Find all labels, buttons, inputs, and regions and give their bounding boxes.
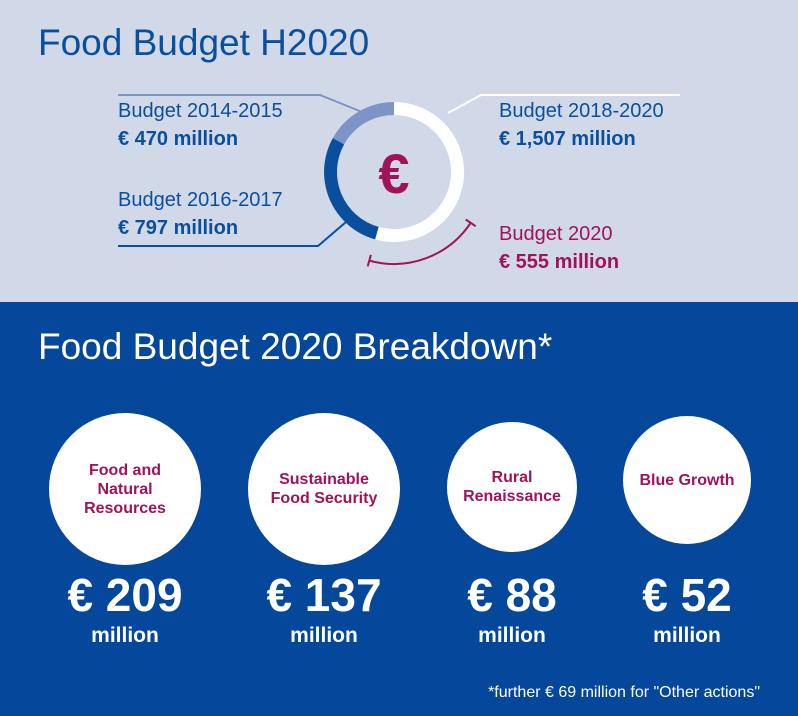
donut-segment-2018-2020 <box>375 101 465 242</box>
donut-segment-2014-2015 <box>332 102 394 145</box>
budget-2020-bracket-tick <box>366 254 372 267</box>
label-budget-2020: Budget 2020 € 555 million <box>499 220 619 276</box>
category-label: Sustainable Food Security <box>270 471 378 507</box>
category-circle-blue-growth: Blue Growth <box>623 416 751 544</box>
euro-icon: € <box>378 142 409 205</box>
category-label: Rural Renaissance <box>463 469 561 505</box>
amount-label: € 1,507 million <box>499 128 636 150</box>
footnote: *further € 69 million for "Other actions… <box>488 684 760 701</box>
label-budget-2014-2015: Budget 2014-2015 € 470 million <box>118 97 283 153</box>
breakdown-title: Food Budget 2020 Breakdown* <box>38 326 553 367</box>
category-label: Budget 2018-2020 <box>499 100 664 122</box>
value-label-food-natural-resources: € 209 <box>67 569 183 621</box>
category-label: Food and Natural Resources <box>84 461 166 517</box>
budget-2020-bracket <box>369 222 472 265</box>
amount-label: € 797 million <box>118 217 239 239</box>
category-label: Budget 2016-2017 <box>118 189 283 211</box>
value-label-rural-renaissance: € 88 <box>467 569 557 621</box>
budget-donut-chart: € <box>118 94 680 267</box>
unit-label: million <box>91 624 159 647</box>
category-label: Budget 2014-2015 <box>118 100 283 122</box>
overview-title: Food Budget H2020 <box>38 22 370 63</box>
label-budget-2016-2017: Budget 2016-2017 € 797 million <box>118 186 283 242</box>
category-circle-sustainable-food-security: Sustainable Food Security <box>248 413 400 565</box>
label-budget-2018-2020: Budget 2018-2020 € 1,507 million <box>499 97 664 153</box>
value-label-blue-growth: € 52 <box>642 569 732 621</box>
unit-label: million <box>478 624 546 647</box>
leader-line-2014-2015 <box>118 94 363 113</box>
unit-label: million <box>653 624 721 647</box>
leader-line-2018-2020 <box>447 94 680 114</box>
leader-line-2016-2017 <box>118 221 347 247</box>
value-label-sustainable-food-security: € 137 <box>266 569 382 621</box>
donut-segment-2016-2017 <box>324 138 379 240</box>
amount-label: € 470 million <box>118 128 239 150</box>
category-circle-food-natural-resources: Food and Natural Resources <box>49 413 201 565</box>
budget-overview-panel <box>0 0 798 302</box>
budget-2020-bracket-tick <box>465 218 477 228</box>
category-circle-rural-renaissance: Rural Renaissance <box>447 422 577 552</box>
category-label: Blue Growth <box>639 471 735 489</box>
unit-label: million <box>290 624 358 647</box>
annotation-label: Budget 2020 <box>499 223 613 245</box>
annotation-amount: € 555 million <box>499 251 620 273</box>
